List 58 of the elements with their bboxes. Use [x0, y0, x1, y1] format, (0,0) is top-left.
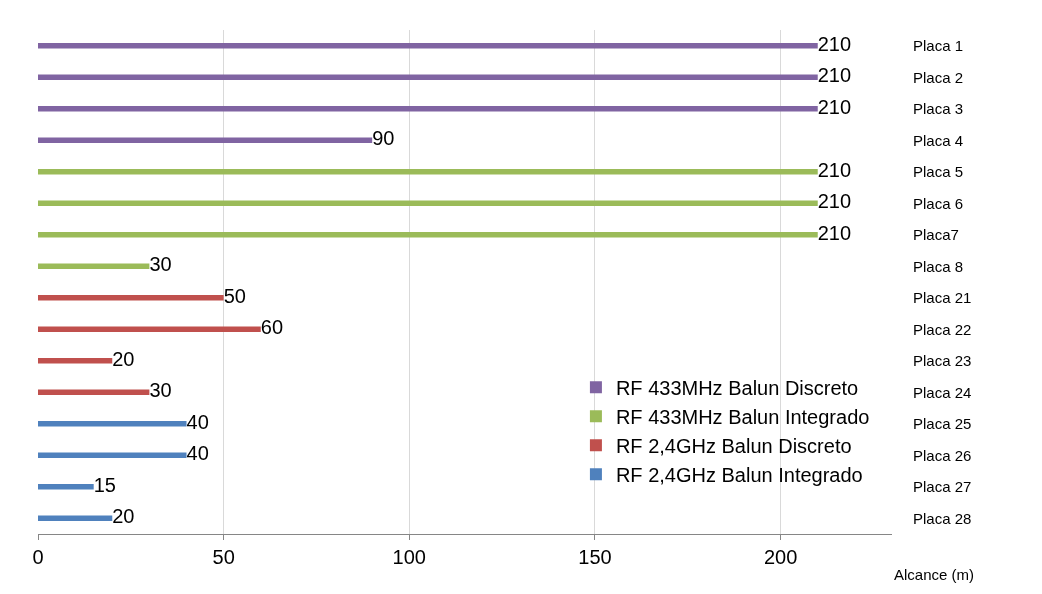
bar — [38, 200, 818, 207]
bar — [38, 294, 224, 301]
bar — [38, 326, 261, 333]
bar — [38, 515, 113, 522]
x-tick-label: 0 — [32, 546, 44, 568]
data-label: 30 — [149, 253, 172, 276]
data-label: 20 — [112, 505, 135, 528]
data-label: 210 — [817, 221, 852, 244]
bar — [38, 137, 373, 144]
data-label: 20 — [112, 347, 135, 370]
y-tick-label: Placa 5 — [913, 163, 964, 180]
x-tick-label: 100 — [392, 546, 426, 568]
data-label: 210 — [817, 64, 852, 87]
bar — [38, 263, 150, 270]
y-tick-label: Placa7 — [913, 226, 959, 243]
y-tick-label: Placa 21 — [913, 289, 972, 306]
bar — [38, 105, 818, 112]
bar — [38, 168, 818, 175]
legend-label: RF 2,4GHz Balun Discreto — [615, 434, 852, 457]
data-label: 60 — [260, 316, 284, 339]
data-label: 30 — [149, 379, 172, 402]
y-tick-label: Placa 3 — [913, 100, 964, 117]
bar — [38, 420, 187, 427]
x-tick-label: 200 — [763, 546, 798, 568]
bar — [38, 231, 818, 238]
x-tick-label: 150 — [578, 546, 612, 568]
y-tick-label: Placa 28 — [913, 509, 972, 527]
data-label: 210 — [817, 158, 852, 181]
bar — [38, 42, 818, 49]
y-tick-label: Placa 27 — [913, 478, 972, 495]
bar — [38, 357, 113, 364]
y-tick-label: Placa 1 — [913, 37, 964, 54]
data-label: 50 — [223, 284, 246, 307]
x-axis-title: Alcance (m) — [894, 566, 975, 583]
data-label: 90 — [372, 127, 395, 150]
data-label: 40 — [186, 410, 209, 433]
y-tick-label: Placa 2 — [913, 68, 964, 86]
y-tick-label: Placa 23 — [913, 352, 972, 369]
y-tick-label: Placa 8 — [913, 257, 964, 275]
y-tick-label: Placa 6 — [913, 194, 964, 212]
data-label: 210 — [817, 95, 852, 118]
data-label: 15 — [93, 473, 116, 496]
legend-label: RF 2,4GHz Balun Integrado — [615, 463, 863, 486]
y-tick-label: Placa 22 — [913, 320, 972, 338]
bar — [38, 483, 94, 490]
bar — [38, 74, 818, 81]
x-tick-label: 50 — [212, 546, 235, 568]
y-tick-label: Placa 25 — [913, 415, 972, 432]
data-label: 40 — [186, 442, 209, 465]
legend-label: RF 433MHz Balun Integrado — [615, 405, 870, 428]
bar — [38, 452, 187, 459]
bar — [38, 389, 150, 396]
data-label: 210 — [817, 190, 852, 213]
y-tick-label: Placa 4 — [913, 131, 964, 149]
y-tick-label: Placa 24 — [913, 383, 972, 401]
y-tick-label: Placa 26 — [913, 446, 972, 464]
legend-label: RF 433MHz Balun Discreto — [615, 376, 859, 399]
data-label: 210 — [817, 32, 852, 55]
